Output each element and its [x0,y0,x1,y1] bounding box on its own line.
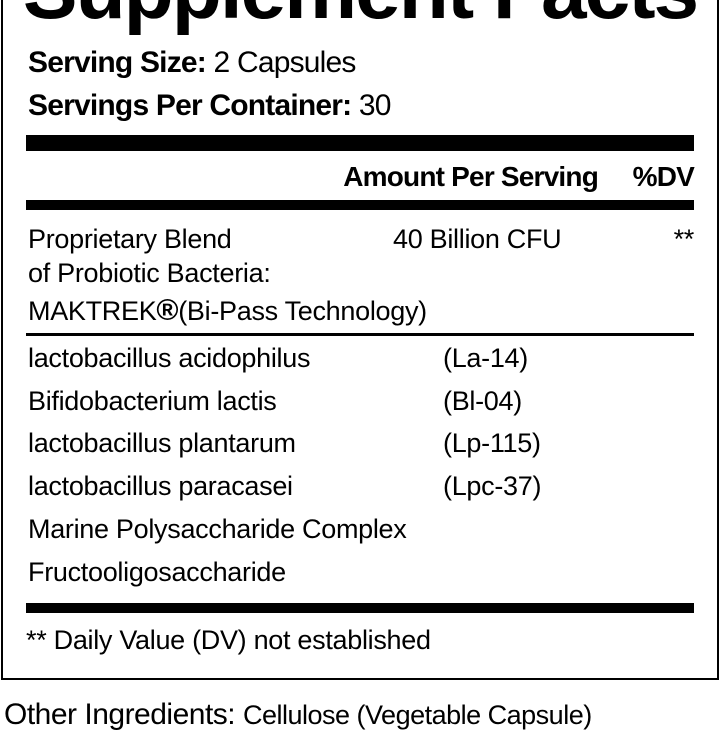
other-ingredients-label: Other Ingredients: [4,698,236,731]
divider-medium [26,200,694,210]
ingredient-name: lactobacillus plantarum [28,428,296,459]
blend-line-2: of Probiotic Bacteria: [28,258,271,288]
panel-title: Supplement Facts [0,0,720,32]
other-ingredients-value: Cellulose (Vegetable Capsule) [242,700,592,730]
blend-technology: (Bi-Pass Technology) [178,296,427,326]
servings-per-container: Servings Per Container: 30 [28,91,391,121]
blend-line-3: MAKTREK®(Bi-Pass Technology) [28,296,427,326]
dv-header: %DV [632,161,695,192]
supplement-facts-panel [1,0,719,680]
divider-medium-bottom [26,603,694,613]
ingredient-name: Fructooligosaccharide [28,556,286,587]
amount-per-serving-header: Amount Per Serving [343,161,599,192]
divider-thin [26,333,694,336]
ingredient-name: lactobacillus paracasei [28,471,293,502]
serving-size: Serving Size: 2 Capsules [28,48,356,78]
other-ingredients: Other Ingredients: Cellulose (Vegetable … [4,700,592,730]
registered-mark: ® [156,294,179,327]
servings-per-container-label: Servings Per Container: [28,89,352,122]
blend-dv: ** [673,224,695,254]
blend-line-1: Proprietary Blend [28,224,232,254]
blend-brand: MAKTREK [28,296,157,326]
serving-size-value: 2 Capsules [213,46,357,79]
ingredient-strain: (Bl-04) [443,385,522,416]
servings-per-container-value: 30 [358,89,392,122]
ingredient-name: Marine Polysaccharide Complex [28,513,407,544]
divider-thick [26,135,694,151]
ingredient-strain: (Lpc-37) [443,471,542,502]
ingredient-name: lactobacillus acidophilus [28,343,311,373]
footnote: ** Daily Value (DV) not established [26,625,431,655]
blend-amount: 40 Billion CFU [393,224,562,254]
ingredient-name: Bifidobacterium lactis [28,385,277,416]
ingredient-strain: (Lp-115) [443,428,541,459]
ingredient-strain: (La-14) [443,343,528,373]
serving-size-label: Serving Size: [28,46,207,79]
